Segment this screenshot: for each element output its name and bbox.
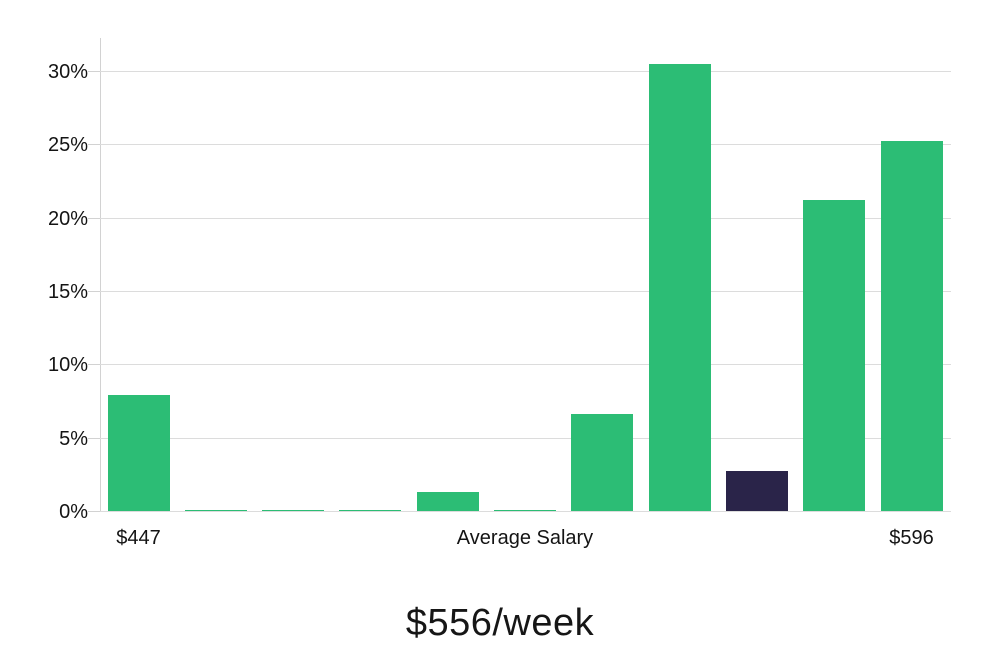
y-tick-mark	[88, 437, 100, 439]
bar	[339, 509, 402, 511]
bar	[494, 509, 556, 511]
bar	[107, 395, 170, 511]
y-axis-line	[100, 38, 101, 512]
y-axis-tick-label: 5%	[59, 427, 88, 450]
y-tick-mark	[88, 511, 100, 512]
y-axis-tick-label: 20%	[47, 207, 88, 230]
highlighted-bar	[725, 471, 788, 511]
gridline	[100, 364, 951, 366]
x-axis-baseline	[100, 511, 951, 512]
y-axis-tick-label: 10%	[47, 354, 88, 377]
y-tick-mark	[88, 291, 100, 292]
gridline	[100, 291, 951, 292]
y-axis-tick-label: 15%	[47, 281, 88, 303]
gridline	[100, 437, 951, 439]
bar	[803, 200, 866, 511]
y-axis-tick-label: 30%	[47, 61, 88, 83]
chart-title: $556/week	[405, 602, 595, 644]
y-tick-mark	[88, 144, 100, 146]
bar	[648, 63, 711, 511]
gridline	[100, 144, 951, 146]
y-tick-mark	[88, 71, 100, 72]
y-axis-tick-label: 25%	[47, 134, 88, 157]
bar	[262, 509, 325, 511]
gridline	[100, 217, 951, 219]
bar	[416, 491, 479, 511]
y-tick-mark	[88, 364, 100, 366]
x-axis-tick-label: $596	[889, 527, 934, 549]
y-axis-tick-label: 0%	[59, 501, 88, 523]
y-tick-mark	[88, 217, 100, 219]
bar	[184, 509, 247, 511]
x-axis-tick-label: $447	[116, 527, 161, 549]
bar	[880, 141, 943, 511]
bar	[571, 414, 634, 511]
gridline	[100, 71, 951, 72]
x-axis-tick-label: Average Salary	[456, 527, 594, 549]
